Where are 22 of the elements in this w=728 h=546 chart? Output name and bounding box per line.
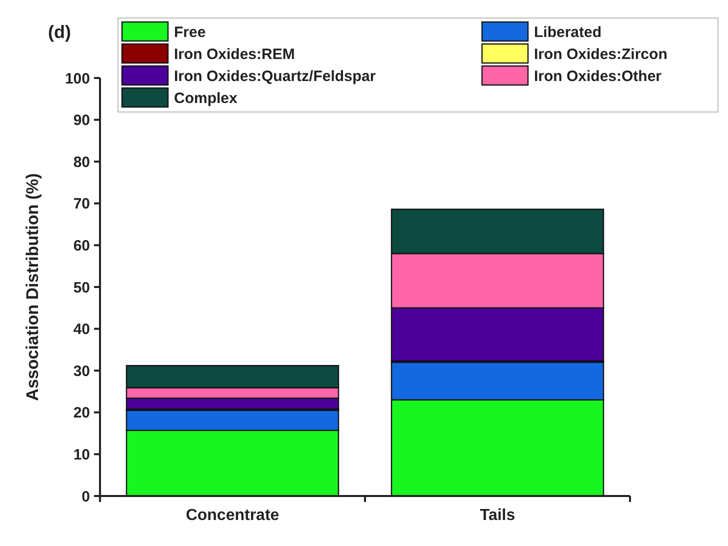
y-tick-label: 50	[73, 279, 90, 296]
legend-label: Iron Oxides:Zircon	[534, 46, 668, 63]
chart-title: (d)	[48, 22, 71, 42]
x-tick-label: Concentrate	[186, 507, 280, 524]
y-tick-label: 80	[73, 154, 90, 171]
legend-label: Iron Oxides:Quartz/Feldspar	[174, 68, 376, 85]
y-tick-label: 90	[73, 112, 90, 130]
legend-label: Iron Oxides:Other	[534, 68, 662, 85]
x-tick-label: Tails	[480, 507, 516, 524]
y-tick-label: 10	[73, 446, 90, 464]
y-tick-label: 70	[73, 196, 90, 213]
y-tick-label: 0	[82, 488, 90, 506]
legend-label: Complex	[174, 90, 238, 107]
y-tick-label: 30	[73, 362, 90, 380]
y-axis-title: Association Distribution (%)	[23, 173, 42, 401]
legend-label: Free	[174, 24, 206, 41]
y-tick-label: 40	[73, 321, 90, 338]
y-tick-label: 20	[73, 404, 90, 422]
y-tick-label: 60	[73, 237, 90, 254]
legend-label: Liberated	[534, 24, 602, 41]
y-tick-label: 100	[64, 70, 90, 88]
legend-label: Iron Oxides:REM	[174, 46, 295, 63]
